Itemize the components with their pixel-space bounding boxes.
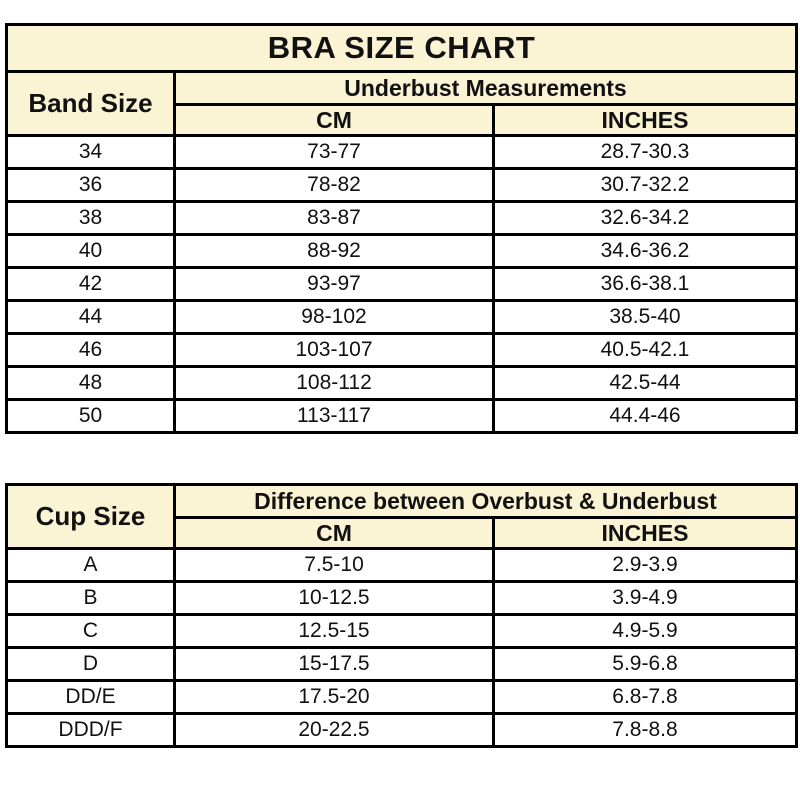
cm-value: 73-77 — [173, 134, 495, 170]
inches-value: 4.9-5.9 — [492, 613, 798, 649]
cm-value: 7.5-10 — [173, 547, 495, 583]
cm-value: 78-82 — [173, 167, 495, 203]
cm-value: 88-92 — [173, 233, 495, 269]
band-size-value: 40 — [5, 233, 176, 269]
cm-value: 103-107 — [173, 332, 495, 368]
cup-size-value: DD/E — [5, 679, 176, 715]
inches-value: 28.7-30.3 — [492, 134, 798, 170]
cm-value: 20-22.5 — [173, 712, 495, 748]
band-size-value: 44 — [5, 299, 176, 335]
table-row: 36 78-82 30.7-32.2 — [5, 167, 798, 203]
underbust-measurements-header: Underbust Measurements — [173, 70, 798, 106]
band-table-group-header-row: Band Size Underbust Measurements — [5, 70, 798, 137]
band-size-value: 48 — [5, 365, 176, 401]
table-row: C 12.5-15 4.9-5.9 — [5, 613, 798, 649]
cup-table-column-header-row: CM INCHES — [7, 516, 798, 550]
cm-column-header: CM — [173, 103, 495, 137]
inches-value: 5.9-6.8 — [492, 646, 798, 682]
cup-size-table: Cup Size Difference between Overbust & U… — [5, 483, 798, 748]
cm-value: 15-17.5 — [173, 646, 495, 682]
inches-value: 32.6-34.2 — [492, 200, 798, 236]
inches-value: 38.5-40 — [492, 299, 798, 335]
band-size-value: 38 — [5, 200, 176, 236]
inches-value: 6.8-7.8 — [492, 679, 798, 715]
cm-value: 98-102 — [173, 299, 495, 335]
band-table-column-header-row: CM INCHES — [7, 103, 798, 137]
band-size-table: BRA SIZE CHART Band Size Underbust Measu… — [5, 23, 798, 434]
band-size-value: 36 — [5, 167, 176, 203]
cm-value: 93-97 — [173, 266, 495, 302]
cm-value: 83-87 — [173, 200, 495, 236]
table-row: 40 88-92 34.6-36.2 — [5, 233, 798, 269]
cup-size-value: DDD/F — [5, 712, 176, 748]
cm-value: 17.5-20 — [173, 679, 495, 715]
chart-title: BRA SIZE CHART — [5, 23, 798, 73]
band-table-title-row: BRA SIZE CHART — [5, 23, 798, 73]
inches-value: 36.6-38.1 — [492, 266, 798, 302]
inches-value: 30.7-32.2 — [492, 167, 798, 203]
cup-size-value: D — [5, 646, 176, 682]
inches-value: 7.8-8.8 — [492, 712, 798, 748]
table-row: DD/E 17.5-20 6.8-7.8 — [5, 679, 798, 715]
table-row: B 10-12.5 3.9-4.9 — [5, 580, 798, 616]
inches-value: 40.5-42.1 — [492, 332, 798, 368]
cup-size-header: Cup Size — [5, 483, 176, 550]
table-row: 48 108-112 42.5-44 — [5, 365, 798, 401]
inches-value: 34.6-36.2 — [492, 233, 798, 269]
table-row: 38 83-87 32.6-34.2 — [5, 200, 798, 236]
cm-value: 108-112 — [173, 365, 495, 401]
inches-value: 42.5-44 — [492, 365, 798, 401]
inches-value: 3.9-4.9 — [492, 580, 798, 616]
inches-column-header: INCHES — [492, 103, 798, 137]
cup-table-group-header-row: Cup Size Difference between Overbust & U… — [5, 483, 798, 550]
table-row: 44 98-102 38.5-40 — [5, 299, 798, 335]
table-row: A 7.5-10 2.9-3.9 — [5, 547, 798, 583]
band-size-header: Band Size — [5, 70, 176, 137]
table-row: D 15-17.5 5.9-6.8 — [5, 646, 798, 682]
table-row: 46 103-107 40.5-42.1 — [5, 332, 798, 368]
cup-size-value: A — [5, 547, 176, 583]
band-size-value: 34 — [5, 134, 176, 170]
cm-column-header: CM — [173, 516, 495, 550]
difference-overbust-underbust-header: Difference between Overbust & Underbust — [173, 483, 798, 519]
inches-value: 44.4-46 — [492, 398, 798, 434]
inches-value: 2.9-3.9 — [492, 547, 798, 583]
band-size-value: 42 — [5, 266, 176, 302]
cm-value: 12.5-15 — [173, 613, 495, 649]
table-row: 34 73-77 28.7-30.3 — [5, 134, 798, 170]
band-size-value: 46 — [5, 332, 176, 368]
band-size-value: 50 — [5, 398, 176, 434]
cm-value: 113-117 — [173, 398, 495, 434]
cup-size-value: B — [5, 580, 176, 616]
table-row: DDD/F 20-22.5 7.8-8.8 — [5, 712, 798, 748]
inches-column-header: INCHES — [492, 516, 798, 550]
cup-size-value: C — [5, 613, 176, 649]
cm-value: 10-12.5 — [173, 580, 495, 616]
table-row: 50 113-117 44.4-46 — [5, 398, 798, 434]
table-row: 42 93-97 36.6-38.1 — [5, 266, 798, 302]
